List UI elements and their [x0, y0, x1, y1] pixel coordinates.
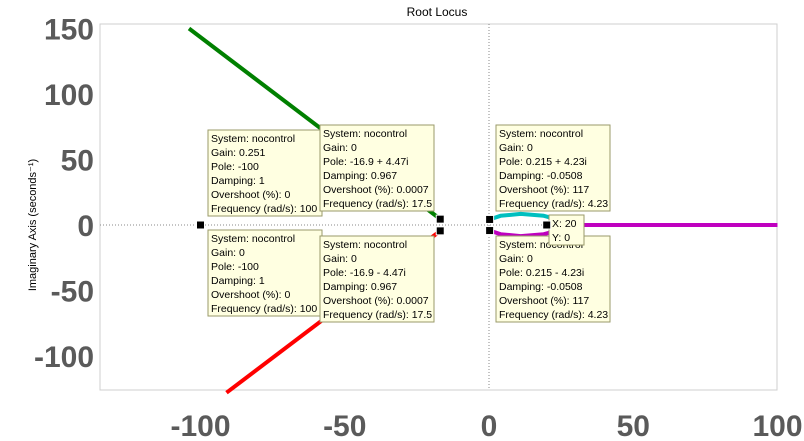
- datatip-marker[interactable]: [485, 214, 495, 224]
- datatip-line: Gain: 0: [499, 253, 533, 265]
- x-tick-label: 0: [481, 410, 498, 441]
- datatip-line: Overshoot (%): 117: [499, 295, 589, 307]
- datatip-line: Damping: 1: [211, 275, 265, 287]
- datatip-2[interactable]: System: nocontrol Gain: 0 Pole: -16.9 + 4.…: [319, 124, 435, 212]
- plot-area: [99, 23, 778, 391]
- datatip-line: Damping: -0.0508: [499, 170, 583, 182]
- y-tick-label: 100: [44, 79, 94, 112]
- datatip-box: [548, 214, 585, 246]
- datatip-box: [319, 235, 435, 323]
- datatip-line: Frequency (rad/s): 17.5: [323, 198, 432, 210]
- datatip-layer: System: nocontrol Gain: 0.251 Pole: -100 Da…: [207, 124, 611, 323]
- marker-layer: [196, 214, 552, 236]
- datatip-line: System: nocontrol: [323, 128, 407, 140]
- datatip-line: Damping: 0.967: [323, 170, 397, 182]
- datatip-line: Overshoot (%): 0.0007: [323, 295, 429, 307]
- datatip-line: Gain: 0.251: [211, 147, 265, 159]
- datatip-line: Gain: 0: [323, 142, 357, 154]
- chart-title: Root Locus: [407, 5, 468, 19]
- datatip-line: Gain: 0: [499, 142, 533, 154]
- datatip-line: Damping: -0.0508: [499, 281, 583, 293]
- datatip-marker[interactable]: [435, 214, 445, 224]
- y-tick-label: 0: [77, 210, 94, 243]
- datatip-6[interactable]: X: 20 Y: 0: [548, 214, 585, 246]
- datatip-box: [495, 235, 611, 323]
- datatip-line: Overshoot (%): 0.0007: [323, 184, 429, 196]
- datatip-1[interactable]: System: nocontrol Gain: 0 Pole: -100 Dampin…: [207, 229, 323, 317]
- datatip-line: Pole: 0.215 + 4.23i: [499, 156, 587, 168]
- datatip-line: Gain: 0: [211, 247, 245, 259]
- datatip-line: Overshoot (%): 0: [211, 289, 291, 301]
- datatip-4[interactable]: System: nocontrol Gain: 0 Pole: 0.215 + 4.…: [495, 124, 611, 212]
- datatip-marker[interactable]: [542, 220, 552, 230]
- datatip-line: System: nocontrol: [499, 128, 583, 140]
- x-tick-label: -50: [323, 410, 366, 441]
- datatip-line: Frequency (rad/s): 4.23: [499, 309, 608, 321]
- y-tick-label: -100: [34, 341, 94, 374]
- datatip-marker[interactable]: [435, 226, 445, 236]
- datatip-line: Pole: -16.9 + 4.47i: [323, 156, 409, 168]
- datatip-marker[interactable]: [196, 220, 205, 230]
- datatip-0[interactable]: System: nocontrol Gain: 0.251 Pole: -100 Da…: [207, 129, 323, 217]
- datatip-line: Overshoot (%): 0: [211, 189, 291, 201]
- y-axis-label: Imaginary Axis (seconds⁻¹): [27, 159, 39, 291]
- tick-layer: -100 -50 0 50 100 -100 -50 0 50 100 150: [34, 14, 803, 441]
- datatip-line: Y: 0: [552, 232, 570, 244]
- y-tick-label: 50: [61, 145, 94, 178]
- datatip-box: [207, 229, 323, 317]
- datatip-line: System: nocontrol: [211, 233, 295, 245]
- datatip-line: Pole: -16.9 - 4.47i: [323, 267, 406, 279]
- datatip-line: Pole: -100: [211, 161, 259, 173]
- datatip-3[interactable]: System: nocontrol Gain: 0 Pole: -16.9 - 4.…: [319, 235, 435, 323]
- datatip-line: X: 20: [552, 218, 577, 230]
- datatip-line: Overshoot (%): 117: [499, 184, 589, 196]
- datatip-box: [495, 124, 611, 212]
- datatip-line: Frequency (rad/s): 17.5: [323, 309, 432, 321]
- x-tick-label: 100: [752, 410, 802, 441]
- datatip-line: Damping: 1: [211, 175, 265, 187]
- datatip-line: System: nocontrol: [323, 239, 407, 251]
- datatip-marker[interactable]: [485, 226, 495, 236]
- datatip-line: Frequency (rad/s): 100: [211, 303, 317, 315]
- datatip-line: Damping: 0.967: [323, 281, 397, 293]
- y-tick-label: 150: [44, 14, 94, 47]
- datatip-line: Pole: 0.215 - 4.23i: [499, 267, 584, 279]
- y-tick-label: -50: [51, 276, 94, 309]
- datatip-line: Pole: -100: [211, 261, 259, 273]
- datatip-line: System: nocontrol: [211, 133, 295, 145]
- datatip-line: Gain: 0: [323, 253, 357, 265]
- datatip-line: Frequency (rad/s): 100: [211, 203, 317, 215]
- datatip-line: Frequency (rad/s): 4.23: [499, 198, 608, 210]
- x-tick-label: -100: [170, 410, 230, 441]
- datatip-box: [319, 124, 435, 212]
- x-tick-label: 50: [617, 410, 650, 441]
